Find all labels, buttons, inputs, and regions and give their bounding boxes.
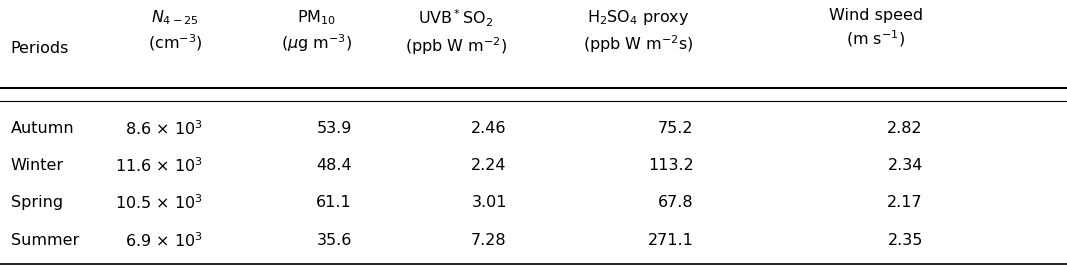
Text: 8.6 × 10$^3$: 8.6 × 10$^3$ xyxy=(125,119,203,138)
Text: 2.17: 2.17 xyxy=(888,195,923,210)
Text: 3.01: 3.01 xyxy=(472,195,507,210)
Text: Periods: Periods xyxy=(11,41,69,56)
Text: 53.9: 53.9 xyxy=(317,121,352,136)
Text: $N_{4-25}$
(cm$^{-3}$): $N_{4-25}$ (cm$^{-3}$) xyxy=(148,8,203,53)
Text: 67.8: 67.8 xyxy=(658,195,694,210)
Text: 10.5 × 10$^3$: 10.5 × 10$^3$ xyxy=(115,194,203,212)
Text: 11.6 × 10$^3$: 11.6 × 10$^3$ xyxy=(115,156,203,175)
Text: 2.35: 2.35 xyxy=(888,233,923,248)
Text: 7.28: 7.28 xyxy=(472,233,507,248)
Text: UVB$^*$SO$_2$
(ppb W m$^{-2}$): UVB$^*$SO$_2$ (ppb W m$^{-2}$) xyxy=(404,8,507,57)
Text: 48.4: 48.4 xyxy=(317,158,352,173)
Text: Autumn: Autumn xyxy=(11,121,75,136)
Text: Spring: Spring xyxy=(11,195,63,210)
Text: 271.1: 271.1 xyxy=(648,233,694,248)
Text: 2.82: 2.82 xyxy=(888,121,923,136)
Text: Summer: Summer xyxy=(11,233,79,248)
Text: 35.6: 35.6 xyxy=(317,233,352,248)
Text: Wind speed
(m s$^{-1}$): Wind speed (m s$^{-1}$) xyxy=(829,8,923,49)
Text: 113.2: 113.2 xyxy=(648,158,694,173)
Text: 2.46: 2.46 xyxy=(472,121,507,136)
Text: 2.34: 2.34 xyxy=(888,158,923,173)
Text: Winter: Winter xyxy=(11,158,64,173)
Text: H$_2$SO$_4$ proxy
(ppb W m$^{-2}$s): H$_2$SO$_4$ proxy (ppb W m$^{-2}$s) xyxy=(583,8,694,54)
Text: 6.9 × 10$^3$: 6.9 × 10$^3$ xyxy=(125,231,203,250)
Text: 61.1: 61.1 xyxy=(316,195,352,210)
Text: 2.24: 2.24 xyxy=(472,158,507,173)
Text: PM$_{10}$
($\mu$g m$^{-3}$): PM$_{10}$ ($\mu$g m$^{-3}$) xyxy=(281,8,352,54)
Text: 75.2: 75.2 xyxy=(658,121,694,136)
